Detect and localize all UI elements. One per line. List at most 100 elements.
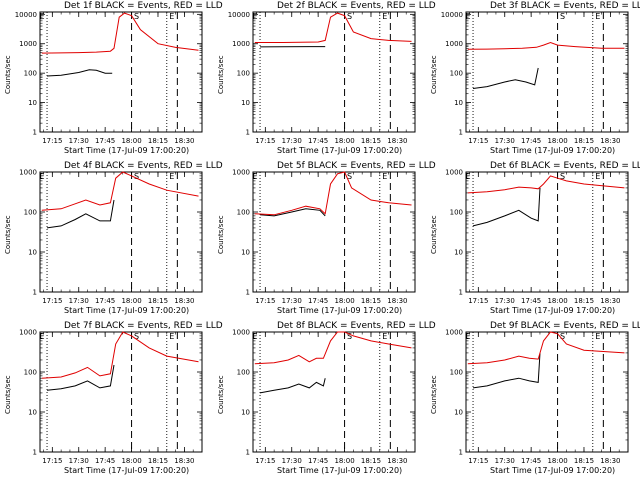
x-tick-label: 18:30 — [600, 297, 620, 305]
events-series-line — [259, 208, 326, 217]
x-tick-label: 17:15 — [468, 297, 488, 305]
x-tick-label: 18:00 — [334, 137, 354, 145]
interval-marker-label: E — [595, 12, 600, 21]
y-axis-label: Counts/sec — [430, 55, 438, 94]
x-tick-label: 18:00 — [121, 137, 141, 145]
interval-marker-label: S — [134, 332, 139, 341]
x-axis-label: Start Time (17-Jul-09 17:00:20) — [277, 466, 403, 475]
x-tick-label: 17:45 — [521, 297, 541, 305]
y-axis-label: Counts/sec — [217, 55, 225, 94]
panel-title: Det 3f BLACK = Events, RED = LLD — [490, 1, 640, 11]
interval-marker-label: E — [253, 12, 258, 21]
y-tick-label: 1 — [33, 289, 37, 297]
interval-marker-label: E — [253, 332, 258, 341]
x-tick-label: 17:15 — [468, 137, 488, 145]
y-tick-label: 10 — [454, 99, 463, 107]
panel-plot-svg: 1 10 100 1000 17:15 17:30 17:45 18:00 18:15 18:30… — [19, 169, 203, 305]
y-tick-label: 100 — [450, 209, 463, 217]
x-tick-label: 17:45 — [95, 457, 115, 465]
panel-title: Det 4f BLACK = Events, RED = LLD — [64, 161, 223, 171]
interval-marker-label: S — [134, 12, 139, 21]
x-tick-label: 18:30 — [600, 457, 620, 465]
x-tick-label: 17:15 — [42, 137, 62, 145]
detector-panel-8: Det 8f BLACK = Events, RED = LLD 1 10 100 10… — [213, 320, 436, 480]
interval-marker-label: S — [347, 332, 352, 341]
y-tick-label: 100 — [450, 369, 463, 377]
x-tick-label: 17:45 — [308, 137, 328, 145]
x-axis-label: Start Time (17-Jul-09 17:00:20) — [490, 466, 616, 475]
x-tick-label: 18:00 — [547, 137, 567, 145]
y-tick-label: 10 — [241, 409, 250, 417]
y-axis-label: Counts/sec — [4, 375, 12, 414]
panel-plot-svg: 1 10 100 1000 17:15 17:30 17:45 18:00 18:15 18:30… — [445, 169, 629, 305]
x-tick-label: 17:30 — [495, 457, 515, 465]
x-axis-label: Start Time (17-Jul-09 17:00:20) — [64, 146, 190, 155]
panel-plot-svg: 1 10 100 1000 10000 17:15 17:30 17:45 18:00 18:15… — [228, 11, 416, 145]
plot-frame — [39, 11, 203, 133]
events-series-line — [46, 69, 113, 77]
panel-title: Det 2f BLACK = Events, RED = LLD — [277, 1, 436, 11]
detector-panel-1: Det 1f BLACK = Events, RED = LLD 1 10 100 10… — [0, 0, 223, 160]
events-series-line — [46, 199, 115, 229]
y-axis-label: Counts/sec — [217, 375, 225, 414]
y-tick-label: 10 — [454, 249, 463, 257]
interval-marker-label: E — [382, 332, 387, 341]
y-tick-label: 100 — [24, 70, 37, 78]
panel-plot-svg: 1 10 100 1000 10000 17:15 17:30 17:45 18:00 18:15… — [441, 11, 629, 145]
y-tick-label: 1000 — [19, 40, 37, 48]
x-axis-label: Start Time (17-Jul-09 17:00:20) — [277, 306, 403, 315]
events-series-line — [472, 352, 541, 389]
detector-panel-5: Det 5f BLACK = Events, RED = LLD 1 10 100 10… — [213, 160, 436, 320]
x-tick-label: 17:45 — [95, 137, 115, 145]
interval-marker-label: E — [382, 172, 387, 181]
y-tick-label: 1 — [33, 129, 37, 137]
interval-marker-label: E — [595, 172, 600, 181]
x-tick-label: 17:30 — [495, 137, 515, 145]
y-tick-label: 1000 — [19, 169, 37, 177]
y-tick-label: 10 — [454, 409, 463, 417]
x-tick-label: 17:45 — [308, 457, 328, 465]
x-tick-label: 18:30 — [387, 457, 407, 465]
x-tick-label: 17:15 — [255, 137, 275, 145]
panel-title: Det 6f BLACK = Events, RED = LLD — [490, 161, 640, 171]
plot-frame — [39, 171, 203, 293]
panel-title: Det 5f BLACK = Events, RED = LLD — [277, 161, 436, 171]
lld-series-line — [41, 331, 199, 379]
interval-marker-label: E — [466, 172, 471, 181]
y-tick-label: 1000 — [19, 329, 37, 337]
x-tick-label: 17:45 — [95, 297, 115, 305]
x-tick-label: 18:30 — [600, 137, 620, 145]
x-tick-label: 18:00 — [334, 457, 354, 465]
x-tick-label: 17:30 — [69, 137, 89, 145]
x-tick-label: 17:15 — [42, 457, 62, 465]
x-tick-label: 18:00 — [121, 457, 141, 465]
interval-marker-label: E — [466, 332, 471, 341]
x-tick-label: 18:15 — [148, 137, 168, 145]
y-tick-label: 10 — [28, 409, 37, 417]
x-axis-label: Start Time (17-Jul-09 17:00:20) — [64, 466, 190, 475]
y-axis-label: Counts/sec — [4, 55, 12, 94]
y-tick-label: 10000 — [441, 11, 463, 19]
x-tick-label: 17:30 — [69, 457, 89, 465]
y-tick-label: 1000 — [232, 329, 250, 337]
lld-series-line — [254, 331, 412, 365]
y-tick-label: 1 — [459, 289, 463, 297]
x-tick-label: 17:45 — [521, 457, 541, 465]
x-tick-label: 18:15 — [574, 297, 594, 305]
detector-panel-6: Det 6f BLACK = Events, RED = LLD 1 10 100 10… — [426, 160, 640, 320]
detector-panel-7: Det 7f BLACK = Events, RED = LLD 1 10 100 10… — [0, 320, 223, 480]
interval-marker-label: E — [169, 172, 174, 181]
interval-marker-label: S — [560, 172, 565, 181]
panel-plot-svg: 1 10 100 1000 17:15 17:30 17:45 18:00 18:15 18:30… — [232, 169, 416, 305]
interval-marker-label: S — [560, 12, 565, 21]
y-tick-label: 100 — [24, 369, 37, 377]
lld-series-line — [254, 171, 412, 216]
y-tick-label: 1 — [459, 449, 463, 457]
x-tick-label: 18:15 — [361, 457, 381, 465]
lld-series-line — [467, 175, 625, 194]
y-tick-label: 100 — [237, 70, 250, 78]
x-tick-label: 18:15 — [361, 297, 381, 305]
x-tick-label: 17:30 — [69, 297, 89, 305]
plot-frame — [465, 171, 629, 293]
y-tick-label: 10 — [28, 99, 37, 107]
